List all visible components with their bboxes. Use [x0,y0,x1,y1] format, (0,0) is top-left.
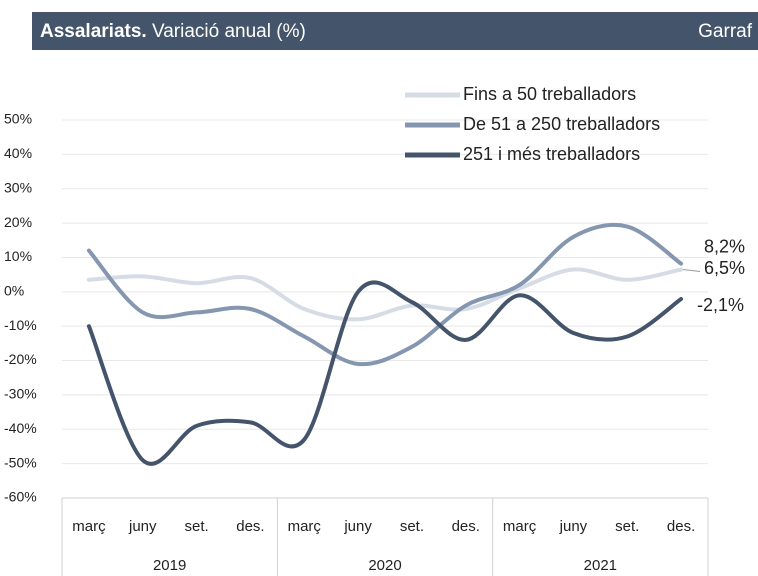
y-tick-label: 20% [4,214,32,230]
x-tick-label: març [288,518,322,535]
x-tick-label: juny [559,518,588,535]
y-tick-label: 40% [4,145,32,161]
x-tick-label: set. [615,518,639,535]
x-tick-label: juny [128,518,157,535]
x-tick-label: des. [452,518,480,535]
x-tick-label: set. [184,518,208,535]
x-tick-label: març [72,518,106,535]
title: Assalariats. [40,21,147,42]
series-line [86,280,684,466]
y-tick-label: 30% [4,179,32,195]
y-tick-label: -30% [4,386,37,402]
x-tick-label: des. [236,518,264,535]
legend-label: De 51 a 250 treballadors [463,114,660,134]
x-tick-label: des. [667,518,695,535]
y-tick-label: 0% [4,283,24,299]
y-tick-label: -10% [4,317,37,333]
x-tick-label: març [503,518,537,535]
region: Garraf [698,21,753,42]
header-title: Assalariats. Variació anual (%) [40,21,306,42]
x-tick-label: set. [400,518,424,535]
value-label: -2,1% [697,295,744,315]
year-label: 2020 [368,557,401,574]
x-tick-label: juny [343,518,372,535]
legend-label: 251 i més treballadors [463,144,640,164]
y-tick-label: 10% [4,248,32,264]
y-tick-label: 50% [4,111,32,127]
y-tick-label: -40% [4,420,37,436]
series-line [86,222,684,367]
value-label: 6,5% [704,258,745,278]
value-label: 8,2% [704,236,745,256]
y-tick-label: -60% [4,489,37,505]
year-label: 2019 [153,557,186,574]
series-line [86,267,684,322]
header-bar [32,12,758,50]
year-label: 2021 [584,557,617,574]
y-tick-label: -50% [4,454,37,470]
legend-label: Fins a 50 treballadors [463,84,636,104]
subtitle: Variació anual (%) [152,21,306,42]
label-leader [683,268,701,272]
y-tick-label: -20% [4,351,37,367]
